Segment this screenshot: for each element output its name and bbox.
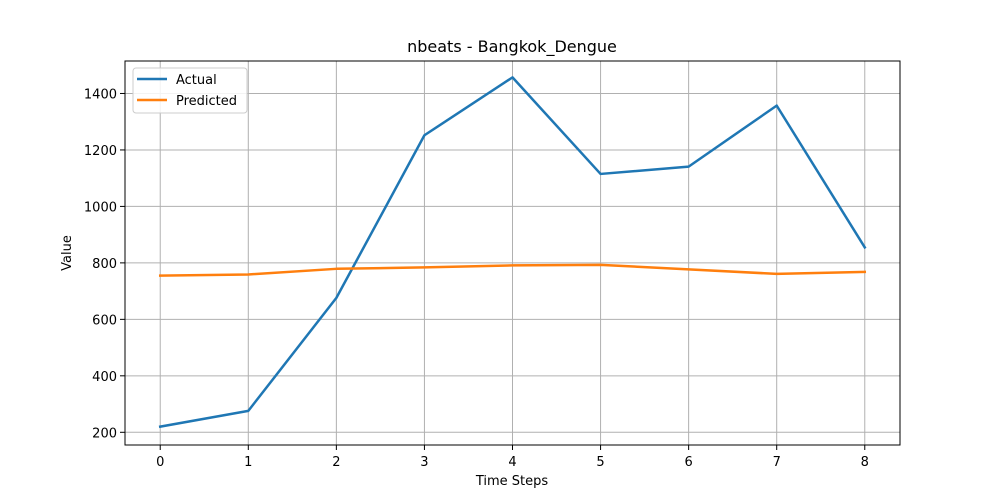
- x-tick-label: 8: [861, 455, 869, 470]
- x-tick-label: 7: [773, 455, 781, 470]
- y-tick-label: 1200: [84, 144, 117, 159]
- legend-label-actual: Actual: [176, 73, 217, 88]
- y-tick-label: 600: [92, 313, 117, 328]
- x-tick-label: 1: [244, 455, 252, 470]
- series-lines: [158, 76, 867, 429]
- y-tick-label: 400: [92, 370, 117, 385]
- legend: Actual Predicted: [132, 67, 248, 114]
- y-axis-label: Value: [60, 235, 75, 271]
- grid-lines: [125, 61, 900, 445]
- y-tick-label: 1400: [84, 87, 117, 102]
- x-tick-label: 4: [508, 455, 516, 470]
- x-tick-label: 6: [684, 455, 692, 470]
- legend-label-predicted: Predicted: [176, 94, 237, 109]
- chart-title: nbeats - Bangkok_Dengue: [407, 37, 617, 57]
- x-tick-label: 5: [596, 455, 604, 470]
- series-line-predicted: [158, 263, 867, 277]
- y-tick-label: 1000: [84, 200, 117, 215]
- series-line-actual: [158, 76, 867, 429]
- x-tick-label: 0: [156, 455, 164, 470]
- x-tick-label: 3: [420, 455, 428, 470]
- y-tick-label: 200: [92, 426, 117, 441]
- y-tick-label: 800: [92, 257, 117, 272]
- axis-ticks: 0 1 2 3 4 5 6 7 8 200 400 600 800 1000 1200 1400: [84, 87, 869, 470]
- x-axis-label: Time Steps: [475, 474, 549, 489]
- x-tick-label: 2: [332, 455, 340, 470]
